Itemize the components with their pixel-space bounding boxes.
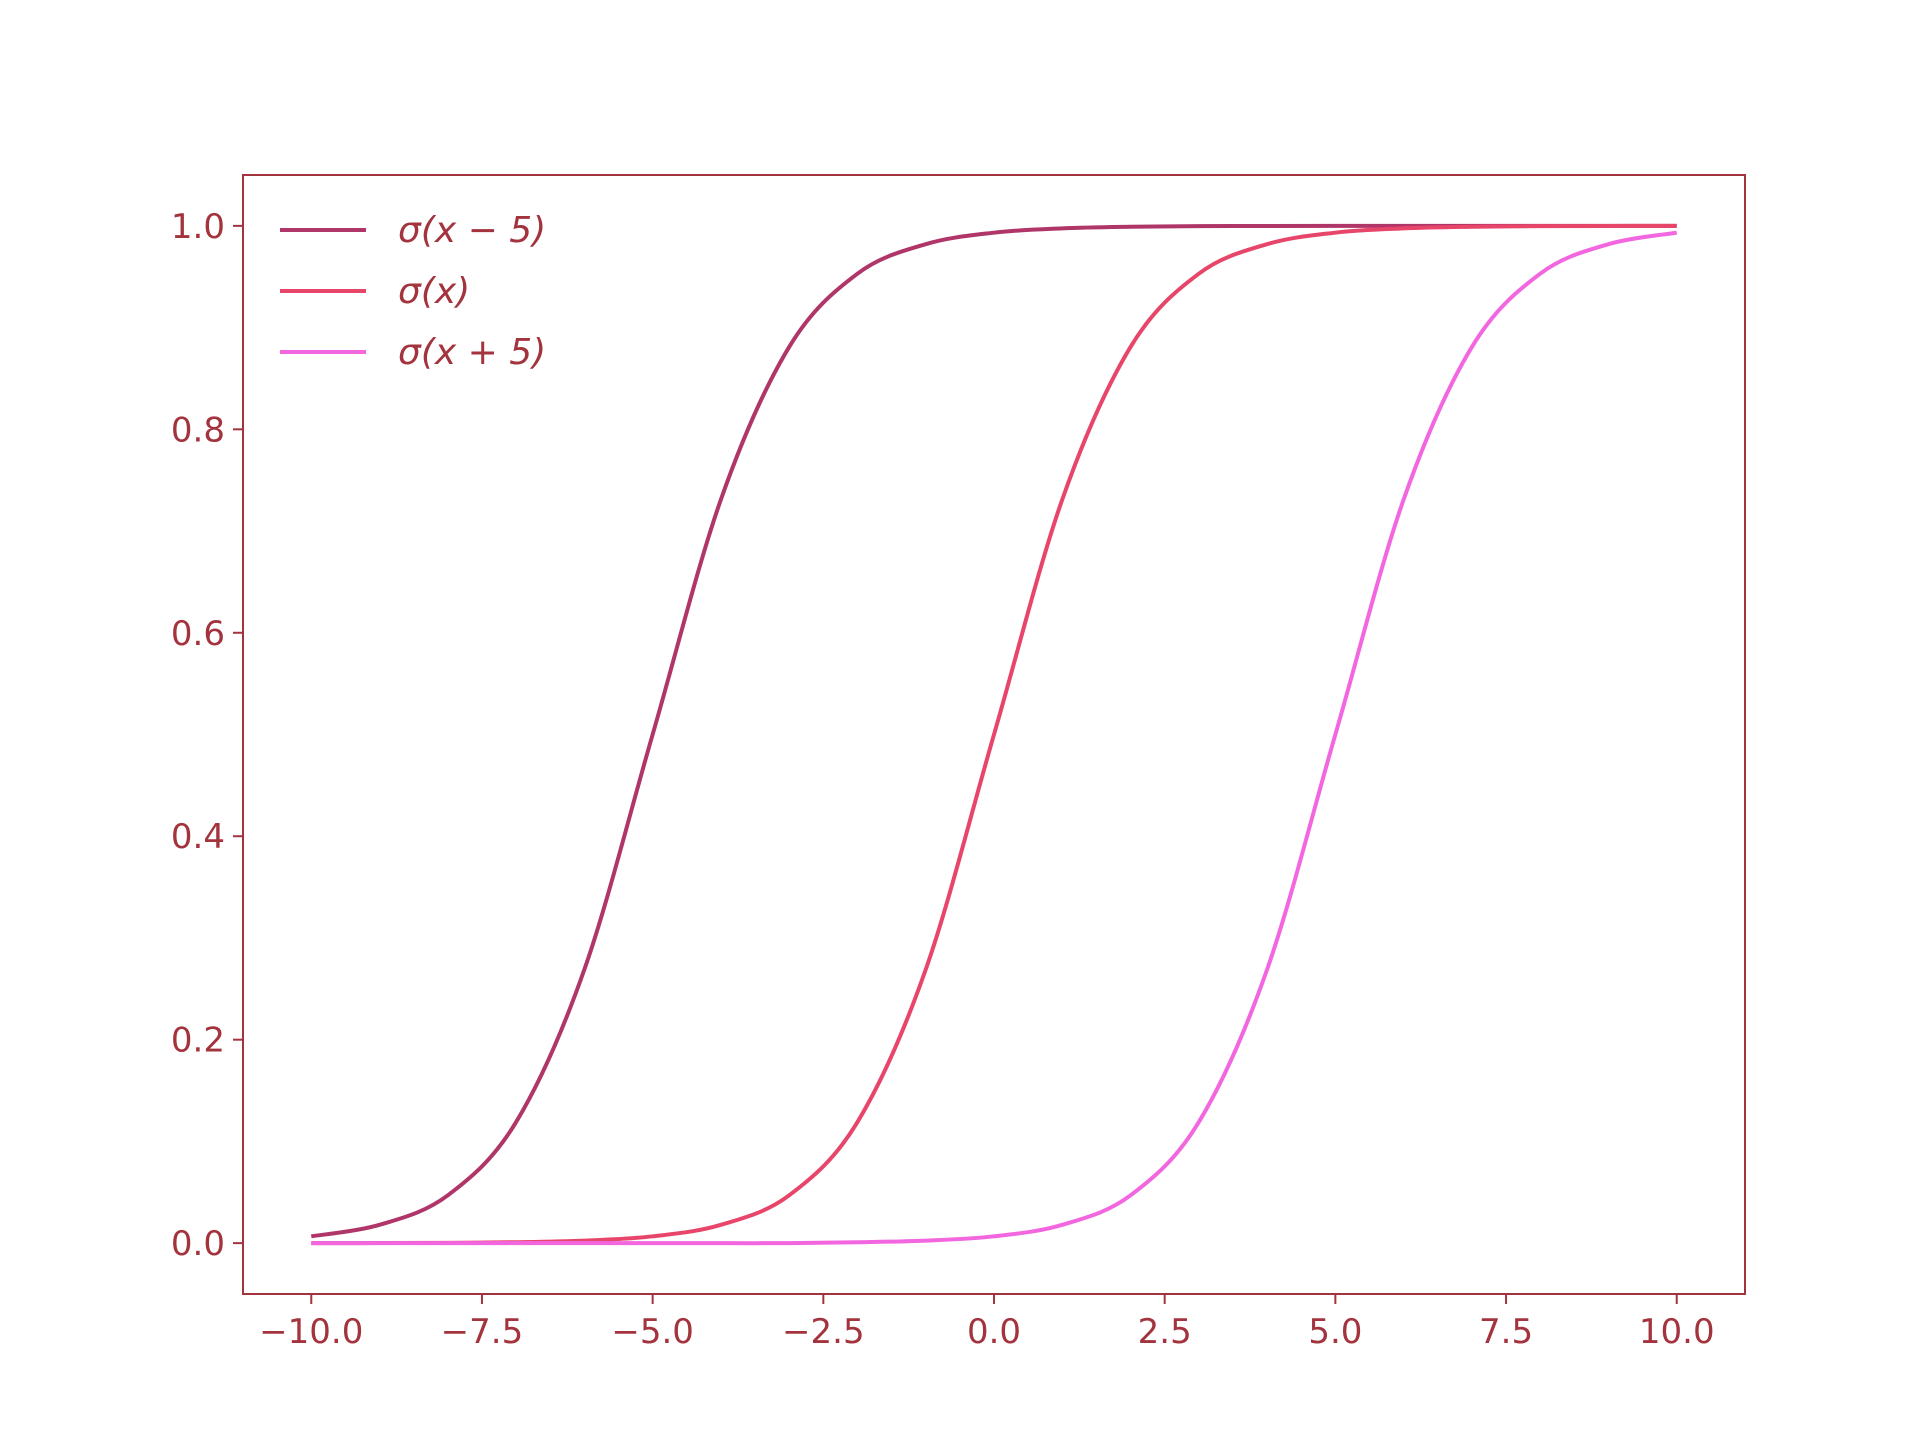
series-line-0 xyxy=(310,223,1677,1239)
x-tick-label: −7.5 xyxy=(441,1312,524,1352)
series-lines xyxy=(310,223,1678,1246)
x-tick-label: −2.5 xyxy=(782,1312,865,1352)
legend: σ(x − 5) σ(x) σ(x + 5) xyxy=(280,210,546,373)
x-tick-label: 7.5 xyxy=(1479,1312,1533,1352)
x-tick-label: 2.5 xyxy=(1138,1312,1192,1352)
x-axis: −10.0 −7.5 −5.0 −2.5 0.0 2.5 5.0 7.5 10.0 xyxy=(259,1294,1715,1352)
y-tick-label: 0.0 xyxy=(171,1224,225,1264)
x-tick-label: 0.0 xyxy=(967,1312,1021,1352)
y-tick-label: 0.2 xyxy=(171,1021,225,1061)
legend-label-2: σ(x + 5) xyxy=(398,332,546,373)
legend-label-1: σ(x) xyxy=(398,271,470,312)
legend-label-0: σ(x − 5) xyxy=(398,210,546,251)
y-tick-label: 0.8 xyxy=(171,410,225,450)
series-line-1 xyxy=(311,223,1677,1246)
y-tick-label: 0.6 xyxy=(171,614,225,654)
x-tick-label: −5.0 xyxy=(611,1312,694,1352)
y-tick-label: 0.4 xyxy=(171,817,225,857)
series-line-2 xyxy=(311,230,1678,1246)
x-tick-label: 5.0 xyxy=(1308,1312,1362,1352)
y-axis: 0.0 0.2 0.4 0.6 0.8 1.0 xyxy=(171,207,243,1264)
y-tick-label: 1.0 xyxy=(171,207,225,247)
x-tick-label: 10.0 xyxy=(1639,1312,1715,1352)
x-tick-label: −10.0 xyxy=(259,1312,363,1352)
